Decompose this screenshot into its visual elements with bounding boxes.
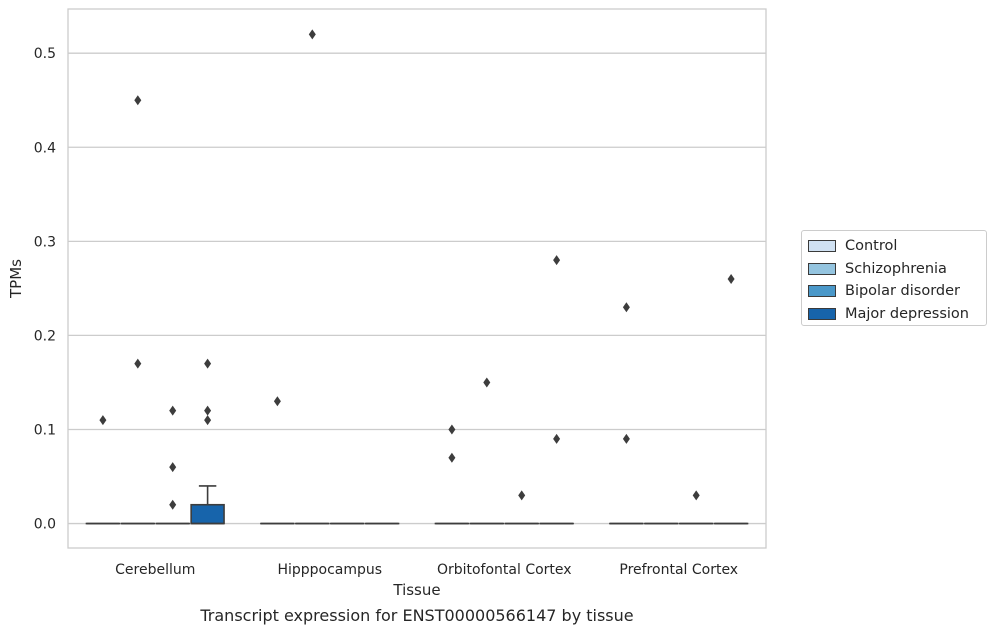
y-tick-labels: 0.0 0.1 0.2 0.3 0.4 0.5 bbox=[34, 46, 56, 532]
outlier-point bbox=[99, 415, 107, 426]
gridlines bbox=[68, 52, 766, 525]
y-tick-label: 0.5 bbox=[34, 46, 56, 62]
outlier-point bbox=[553, 255, 561, 266]
plot-area-frame bbox=[67, 8, 767, 549]
outlier-point bbox=[204, 415, 212, 426]
outlier-point bbox=[727, 273, 735, 284]
y-axis-label: TPMs bbox=[7, 259, 25, 299]
legend-swatch bbox=[808, 307, 836, 320]
legend-swatch bbox=[808, 285, 836, 298]
y-tick-label: 0.2 bbox=[34, 328, 56, 344]
x-tick-label: Prefrontal Cortex bbox=[619, 562, 738, 578]
outlier-point bbox=[169, 499, 177, 510]
outlier-point bbox=[448, 424, 456, 435]
outlier-point bbox=[204, 405, 212, 416]
legend-swatch bbox=[808, 240, 836, 253]
outlier-point bbox=[692, 490, 700, 501]
outlier-point bbox=[622, 302, 630, 313]
y-tick-label: 0.1 bbox=[34, 422, 56, 438]
outlier-point bbox=[483, 377, 491, 388]
y-tick-label: 0.3 bbox=[34, 234, 56, 250]
x-tick-labels: Cerebellum Hipppocampus Orbitofontal Corte… bbox=[115, 562, 738, 578]
legend-entry: Schizophrenia bbox=[808, 258, 986, 281]
legend-label: Major depression bbox=[845, 305, 969, 322]
chart-caption: Transcript expression for ENST0000056614… bbox=[200, 606, 634, 625]
outlier-point bbox=[448, 452, 456, 463]
x-axis-label: Tissue bbox=[392, 581, 440, 599]
legend-entry: Major depression bbox=[808, 303, 986, 326]
outlier-point bbox=[204, 358, 212, 369]
outlier-point bbox=[553, 433, 561, 444]
outlier-point bbox=[273, 396, 281, 407]
box-marks bbox=[85, 485, 749, 525]
legend-label: Bipolar disorder bbox=[845, 283, 960, 300]
legend-label: Schizophrenia bbox=[845, 260, 947, 277]
outlier-point bbox=[169, 462, 177, 473]
legend-label: Control bbox=[845, 238, 898, 255]
legend: Control Schizophrenia Bipolar disorder Majo… bbox=[801, 230, 987, 326]
x-tick-label: Cerebellum bbox=[115, 562, 195, 578]
outlier-point bbox=[134, 95, 142, 106]
legend-entry: Bipolar disorder bbox=[808, 280, 986, 303]
outlier-marks bbox=[99, 29, 735, 510]
legend-entry: Control bbox=[808, 235, 986, 258]
box-3-0 bbox=[190, 503, 225, 525]
y-tick-label: 0.0 bbox=[34, 517, 56, 533]
x-tick-label: Hipppocampus bbox=[277, 562, 382, 578]
outlier-point bbox=[518, 490, 526, 501]
outlier-point bbox=[622, 433, 630, 444]
y-tick-label: 0.4 bbox=[34, 140, 56, 156]
x-tick-label: Orbitofontal Cortex bbox=[437, 562, 572, 578]
outlier-point bbox=[134, 358, 142, 369]
outlier-point bbox=[169, 405, 177, 416]
legend-swatch bbox=[808, 262, 836, 275]
outlier-point bbox=[308, 29, 316, 40]
